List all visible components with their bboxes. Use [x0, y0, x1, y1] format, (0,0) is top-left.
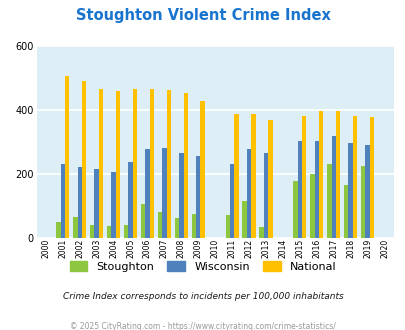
Bar — [179, 153, 183, 238]
Bar — [200, 101, 205, 238]
Bar — [268, 120, 272, 238]
Bar — [162, 148, 166, 238]
Bar — [246, 149, 251, 238]
Bar — [158, 212, 162, 238]
Bar — [259, 227, 263, 238]
Bar — [347, 144, 352, 238]
Bar — [331, 136, 335, 238]
Bar — [335, 111, 339, 238]
Bar — [242, 201, 246, 238]
Bar — [326, 164, 331, 238]
Bar — [318, 111, 323, 238]
Bar — [229, 164, 234, 238]
Bar — [343, 185, 347, 238]
Text: © 2025 CityRating.com - https://www.cityrating.com/crime-statistics/: © 2025 CityRating.com - https://www.city… — [70, 322, 335, 330]
Bar — [166, 90, 171, 238]
Bar — [263, 153, 268, 238]
Bar — [141, 204, 145, 238]
Bar — [292, 181, 297, 238]
Bar — [251, 114, 255, 238]
Bar — [191, 214, 196, 238]
Bar — [297, 141, 301, 238]
Bar — [364, 145, 369, 238]
Bar — [111, 172, 115, 238]
Bar — [314, 141, 318, 238]
Bar — [145, 149, 149, 238]
Bar — [90, 225, 94, 238]
Bar — [94, 169, 98, 238]
Bar — [60, 164, 65, 238]
Bar — [65, 76, 69, 238]
Bar — [309, 174, 314, 238]
Bar — [369, 117, 373, 238]
Bar — [56, 222, 60, 238]
Text: Crime Index corresponds to incidents per 100,000 inhabitants: Crime Index corresponds to incidents per… — [62, 292, 343, 301]
Bar — [301, 116, 306, 238]
Bar — [174, 218, 179, 238]
Bar — [77, 167, 82, 238]
Bar — [82, 81, 86, 238]
Bar — [183, 93, 188, 238]
Bar — [107, 226, 111, 238]
Bar — [196, 156, 200, 238]
Bar — [352, 116, 356, 238]
Bar — [225, 215, 229, 238]
Text: Stoughton Violent Crime Index: Stoughton Violent Crime Index — [75, 8, 330, 23]
Bar — [98, 89, 103, 238]
Bar — [115, 91, 120, 238]
Bar — [73, 217, 77, 238]
Legend: Stoughton, Wisconsin, National: Stoughton, Wisconsin, National — [66, 258, 339, 276]
Bar — [360, 166, 364, 238]
Bar — [124, 225, 128, 238]
Bar — [234, 114, 238, 238]
Bar — [128, 162, 132, 238]
Bar — [132, 89, 137, 238]
Bar — [149, 89, 153, 238]
